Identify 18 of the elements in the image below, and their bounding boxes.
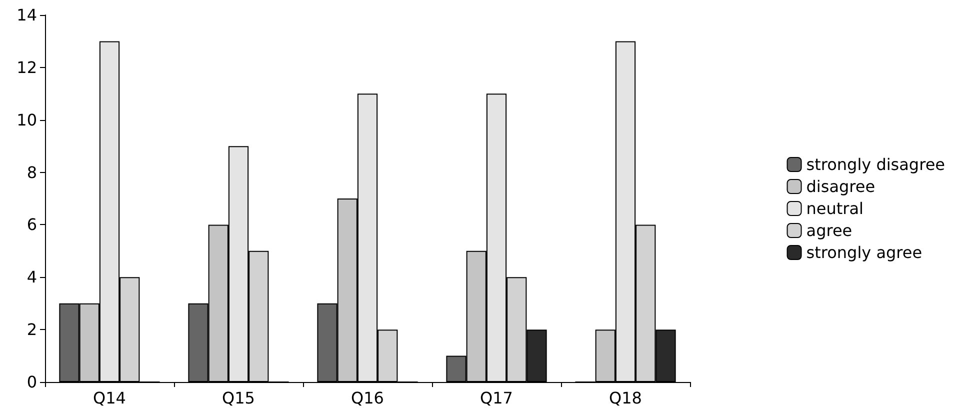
y-tick-label: 2 bbox=[26, 320, 37, 340]
x-tick-label: Q17 bbox=[480, 388, 513, 408]
y-tick-label: 14 bbox=[16, 6, 37, 24]
legend-label: strongly agree bbox=[806, 243, 922, 262]
x-tick-label: Q16 bbox=[351, 388, 384, 408]
legend-label: disagree bbox=[806, 177, 876, 196]
y-tick-label: 8 bbox=[26, 162, 37, 182]
y-tick-label: 6 bbox=[26, 215, 37, 234]
legend-label: agree bbox=[806, 221, 852, 240]
y-tick-label: 10 bbox=[16, 110, 37, 130]
y-tick-label: 12 bbox=[16, 58, 37, 77]
legend-label: neutral bbox=[806, 199, 864, 218]
y-tick-label: 4 bbox=[26, 268, 37, 287]
x-tick-label: Q14 bbox=[93, 388, 126, 408]
x-tick-label: Q18 bbox=[609, 388, 642, 408]
x-tick-label: Q15 bbox=[222, 388, 255, 408]
y-tick-label: 0 bbox=[26, 372, 37, 392]
legend-label: strongly disagree bbox=[806, 155, 945, 174]
